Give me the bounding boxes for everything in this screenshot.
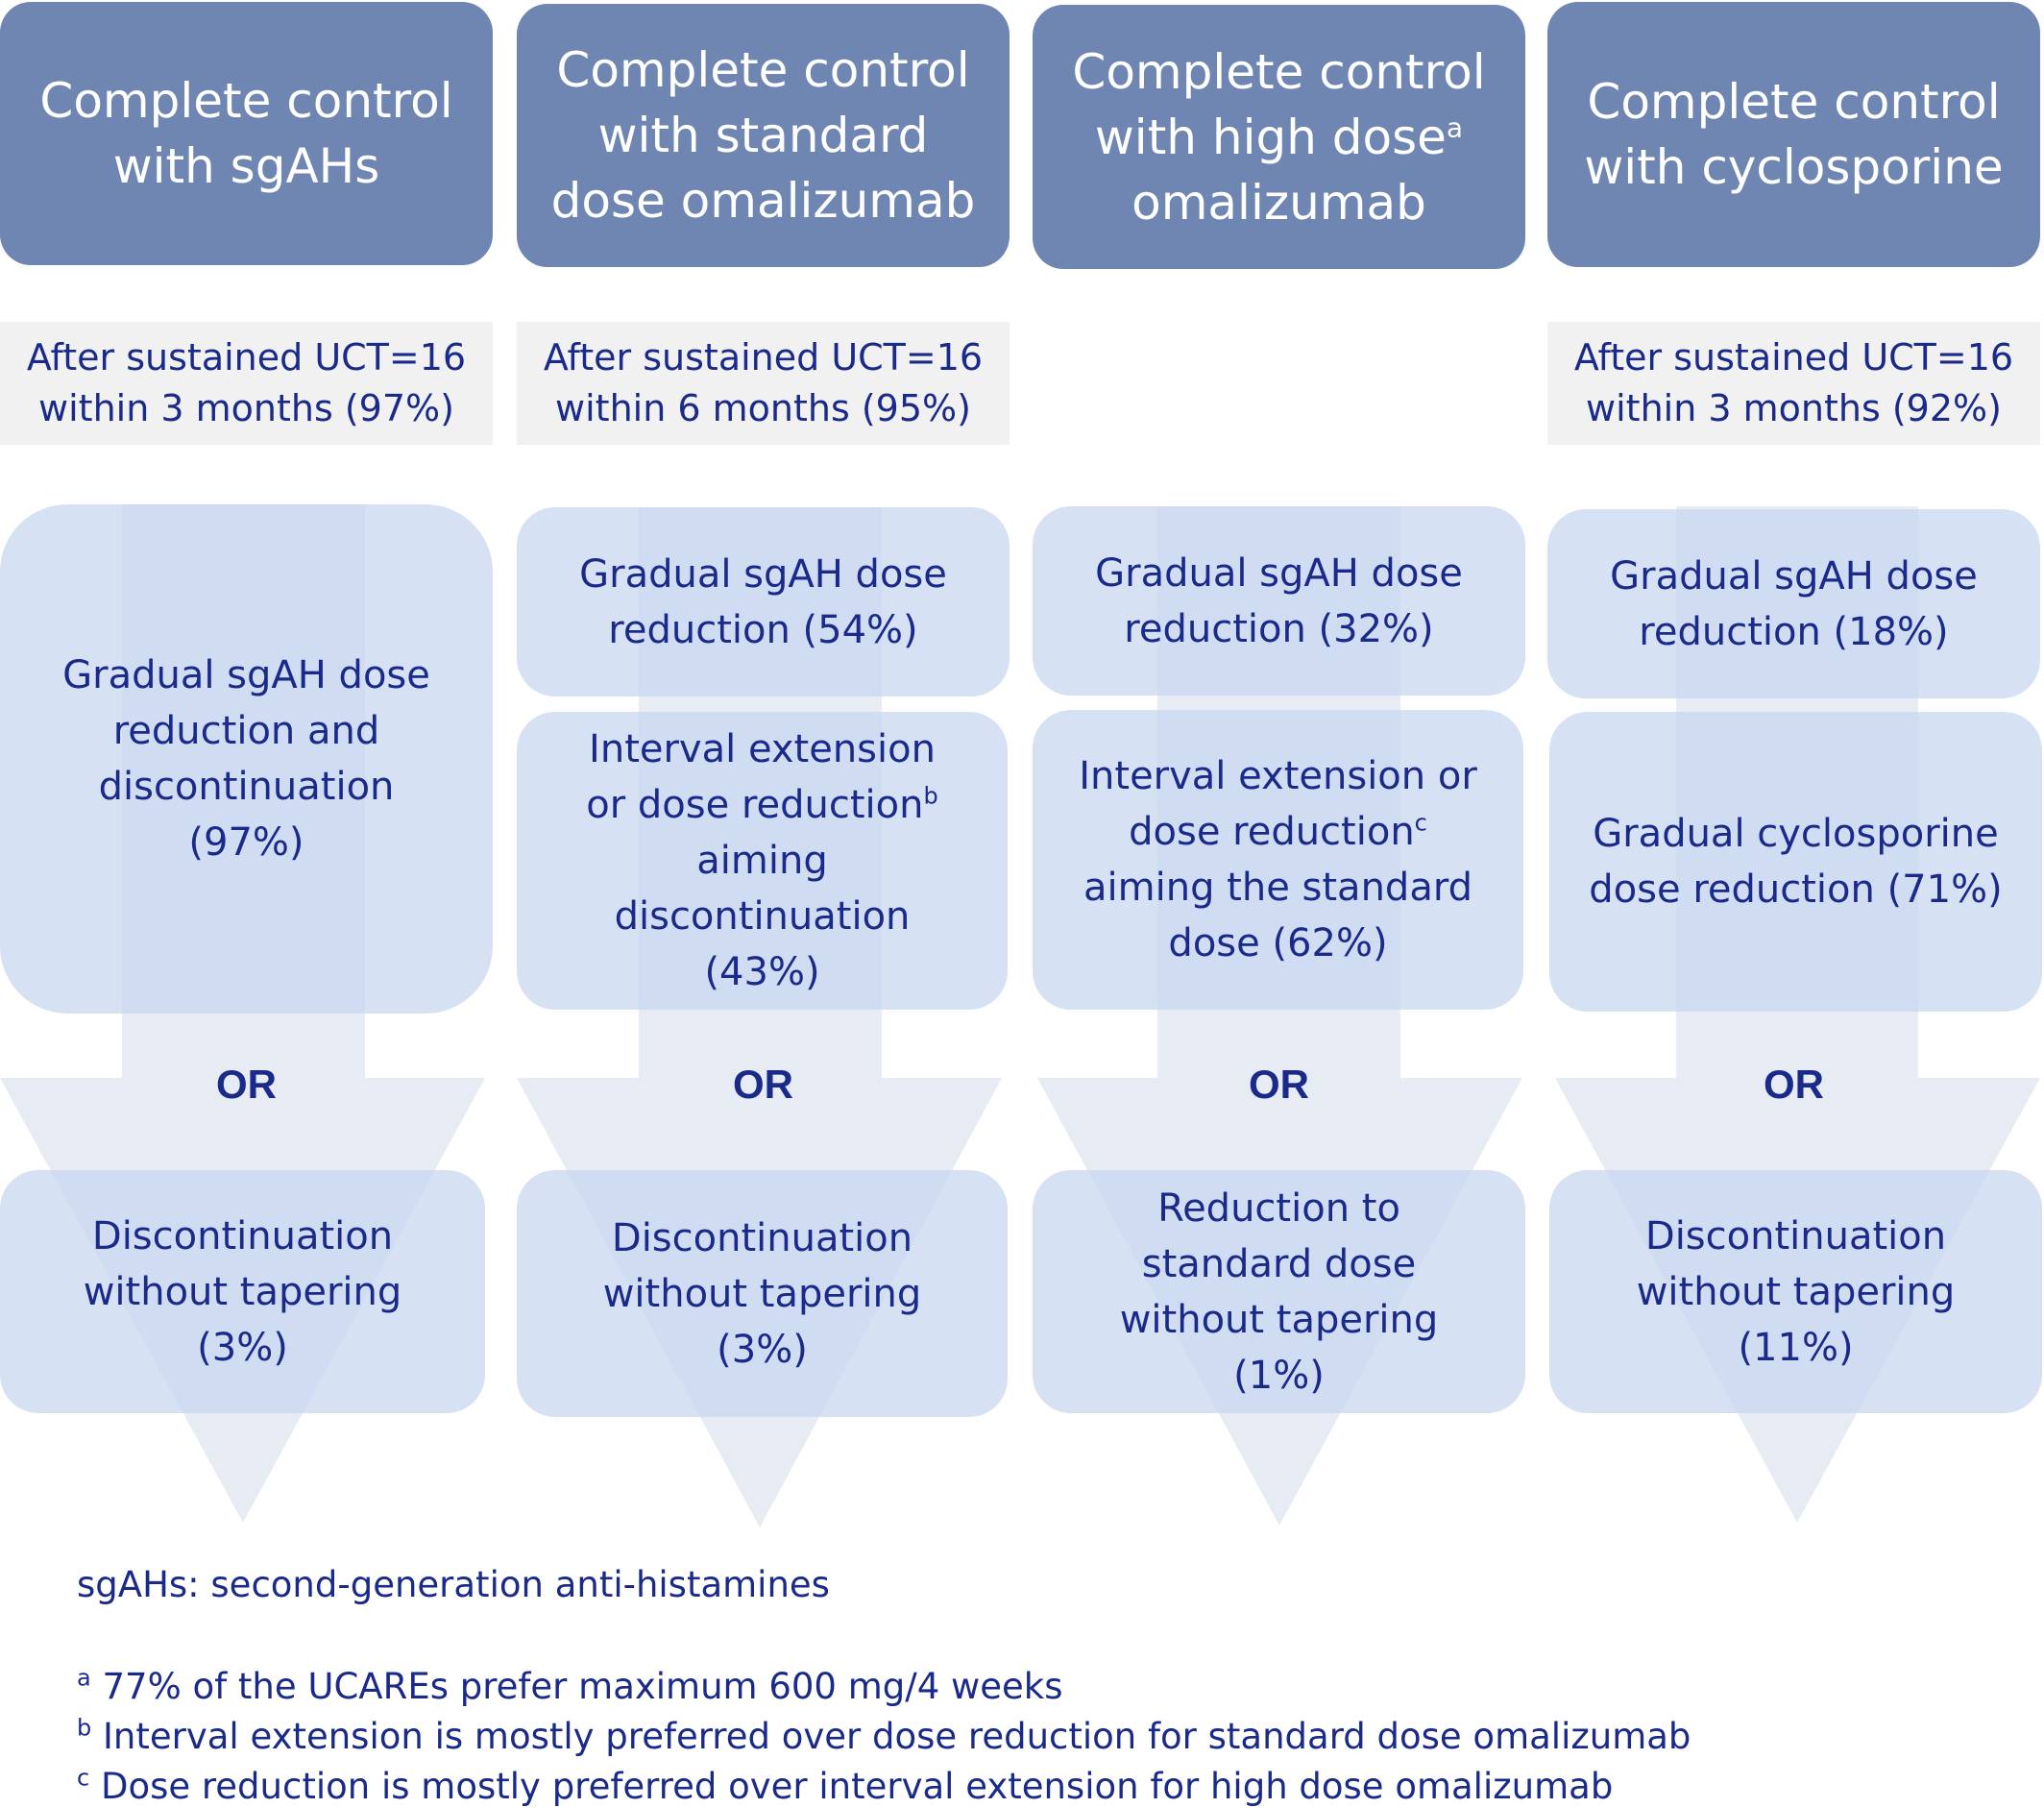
alternative-line: Discontinuation [611,1215,913,1260]
header-line: Complete control [39,73,453,129]
step-line-text: or dose reduction [586,783,924,827]
footnote-text: 77% of the UCAREs prefer maximum 600 mg/… [102,1666,1063,1707]
step-line: Interval extension [589,727,936,771]
step-line: Interval extension or [1079,754,1477,798]
alternative-line: (11%) [1738,1325,1854,1370]
step-gradual-cyclosporine-reduction: Gradual cyclosporine dose reduction (71%… [1549,712,2042,1012]
step-line: discontinuation [98,765,395,809]
alternative-line: without tapering [1119,1297,1439,1342]
column-sgah: Complete control with sgAHs After sustai… [0,0,493,1537]
footnote-a: a 77% of the UCAREs prefer maximum 600 m… [77,1666,1063,1707]
or-label: OR [1249,1062,1309,1107]
uct-note: After sustained UCT=16 within 6 months (… [517,322,1010,445]
note-line: After sustained UCT=16 [1573,336,2014,379]
footnote-mark: b [923,782,938,810]
step-line: Gradual cyclosporine [1593,812,1999,856]
header-line: Complete control [1072,43,1486,100]
step-line: reduction and [112,709,380,753]
step-interval-extension: Interval extension or dose reductionc ai… [1033,710,1523,1010]
or-label: OR [733,1062,793,1107]
header-line: with high dosea [1072,105,1485,170]
step-line: Gradual sgAH dose [62,653,430,697]
alternative-line: (3%) [197,1325,288,1370]
alternative-line: Reduction to [1157,1185,1400,1231]
step-line: reduction (18%) [1639,609,1949,654]
step-line: dose (62%) [1168,921,1388,965]
or-label: OR [1764,1062,1824,1107]
header-line: Complete control [556,42,970,98]
footnote-text: Dose reduction is mostly preferred over … [100,1766,1614,1807]
step-line-text: dose reduction [1129,810,1415,854]
step-interval-extension: Interval extension or dose reductionb ai… [517,712,1008,1010]
alternative-reduction-to-standard: Reduction to standard dose without taper… [1033,1170,1525,1413]
footnote-mark: b [77,1714,92,1742]
footnote-mark: c [1414,809,1427,837]
step-line: Gradual sgAH dose [1610,553,1978,599]
footnote-text: Interval extension is mostly preferred o… [103,1716,1691,1757]
header-complete-control-cyclosporine: Complete control with cyclosporine [1547,2,2040,267]
step-gradual-sgah-reduction: Gradual sgAH dose reduction (54%) [517,507,1010,696]
column-cyclosporine: Complete control with cyclosporine After… [1547,0,2042,1537]
header-line: with cyclosporine [1584,139,2004,195]
step-line: Gradual sgAH dose [579,551,947,597]
alternative-discontinuation: Discontinuation without tapering (11%) [1549,1170,2042,1413]
alternative-line: (1%) [1233,1353,1325,1398]
alternative-line: without tapering [602,1271,922,1316]
step-line: aiming the standard [1083,866,1472,910]
header-complete-control-standard-omalizumab: Complete control with standard dose omal… [517,4,1010,267]
note-line: After sustained UCT=16 [543,336,984,379]
step-line: (97%) [188,820,304,865]
alternative-line: standard dose [1141,1241,1417,1286]
alternative-line: Discontinuation [1644,1213,1947,1258]
step-gradual-sgah-reduction: Gradual sgAH dose reduction (32%) [1033,506,1525,696]
footnote-mark: c [77,1764,90,1792]
header-line: with sgAHs [112,138,380,194]
step-gradual-sgah-discontinuation: Gradual sgAH dose reduction and disconti… [0,504,493,1014]
header-line: dose omalizumab [550,173,976,229]
alternative-line: without tapering [1636,1269,1956,1314]
alternative-line: (3%) [717,1327,808,1372]
header-line-text: with high dose [1094,109,1447,165]
step-gradual-sgah-reduction: Gradual sgAH dose reduction (18%) [1547,509,2040,698]
column-standard-omalizumab: Complete control with standard dose omal… [517,0,1010,1537]
step-line: (43%) [704,950,820,994]
footnote-mark: a [1446,110,1464,143]
uct-note: After sustained UCT=16 within 3 months (… [1547,322,2040,445]
step-line: reduction (32%) [1124,606,1434,651]
header-complete-control-sgahs: Complete control with sgAHs [0,2,493,265]
header-line: with standard [597,108,929,163]
header-complete-control-high-dose-omalizumab: Complete control with high dosea omalizu… [1033,5,1525,269]
note-line: After sustained UCT=16 [26,336,467,379]
alternative-discontinuation: Discontinuation without tapering (3%) [0,1170,485,1413]
or-label: OR [216,1062,277,1107]
footnote-c: c Dose reduction is mostly preferred ove… [77,1766,1613,1807]
abbreviation-note: sgAHs: second-generation anti-histamines [77,1564,830,1605]
uct-note: After sustained UCT=16 within 3 months (… [0,322,493,445]
alternative-line: without tapering [83,1269,402,1314]
step-line: or dose reductionb [586,777,937,833]
alternative-discontinuation: Discontinuation without tapering (3%) [517,1170,1008,1417]
alternative-line: Discontinuation [91,1213,394,1258]
note-line: within 3 months (92%) [1586,387,2002,429]
step-line: discontinuation [614,894,911,939]
step-line: reduction (54%) [608,607,918,652]
step-line: aiming [696,839,828,883]
note-line: within 6 months (95%) [555,387,971,429]
header-line: omalizumab [1132,174,1426,231]
note-line: within 3 months (97%) [38,387,454,429]
step-line: dose reduction (71%) [1589,867,2003,912]
step-line: dose reductionc [1079,804,1477,860]
column-high-dose-omalizumab: Complete control with high dosea omalizu… [1033,0,1525,1537]
header-line: Complete control [1587,74,2001,130]
footnote-mark: a [77,1664,91,1692]
step-line: Gradual sgAH dose [1095,550,1463,596]
footnote-b: b Interval extension is mostly preferred… [77,1716,1691,1757]
